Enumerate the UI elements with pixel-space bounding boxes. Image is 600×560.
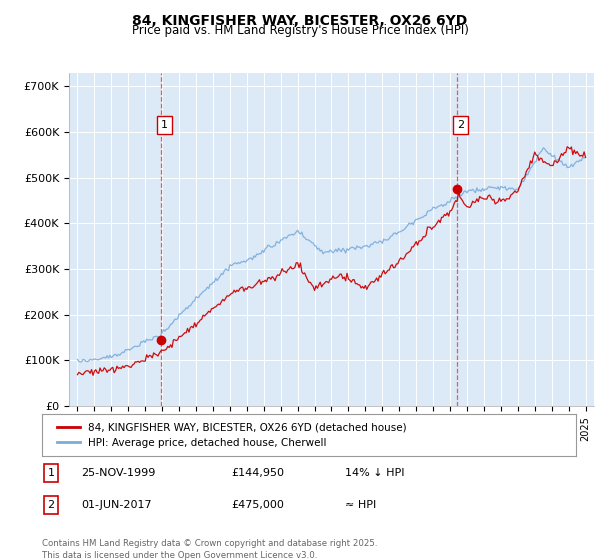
Text: Contains HM Land Registry data © Crown copyright and database right 2025.
This d: Contains HM Land Registry data © Crown c… xyxy=(42,539,377,559)
Text: 1: 1 xyxy=(161,120,167,130)
Text: £475,000: £475,000 xyxy=(231,500,284,510)
Text: Price paid vs. HM Land Registry's House Price Index (HPI): Price paid vs. HM Land Registry's House … xyxy=(131,24,469,37)
Text: 2: 2 xyxy=(457,120,464,130)
Text: £144,950: £144,950 xyxy=(231,468,284,478)
Text: ≈ HPI: ≈ HPI xyxy=(345,500,376,510)
Legend: 84, KINGFISHER WAY, BICESTER, OX26 6YD (detached house), HPI: Average price, det: 84, KINGFISHER WAY, BICESTER, OX26 6YD (… xyxy=(53,419,411,452)
Text: 84, KINGFISHER WAY, BICESTER, OX26 6YD: 84, KINGFISHER WAY, BICESTER, OX26 6YD xyxy=(133,14,467,28)
Text: 1: 1 xyxy=(47,468,55,478)
Text: 01-JUN-2017: 01-JUN-2017 xyxy=(81,500,152,510)
Text: 14% ↓ HPI: 14% ↓ HPI xyxy=(345,468,404,478)
Text: 25-NOV-1999: 25-NOV-1999 xyxy=(81,468,155,478)
Text: 2: 2 xyxy=(47,500,55,510)
